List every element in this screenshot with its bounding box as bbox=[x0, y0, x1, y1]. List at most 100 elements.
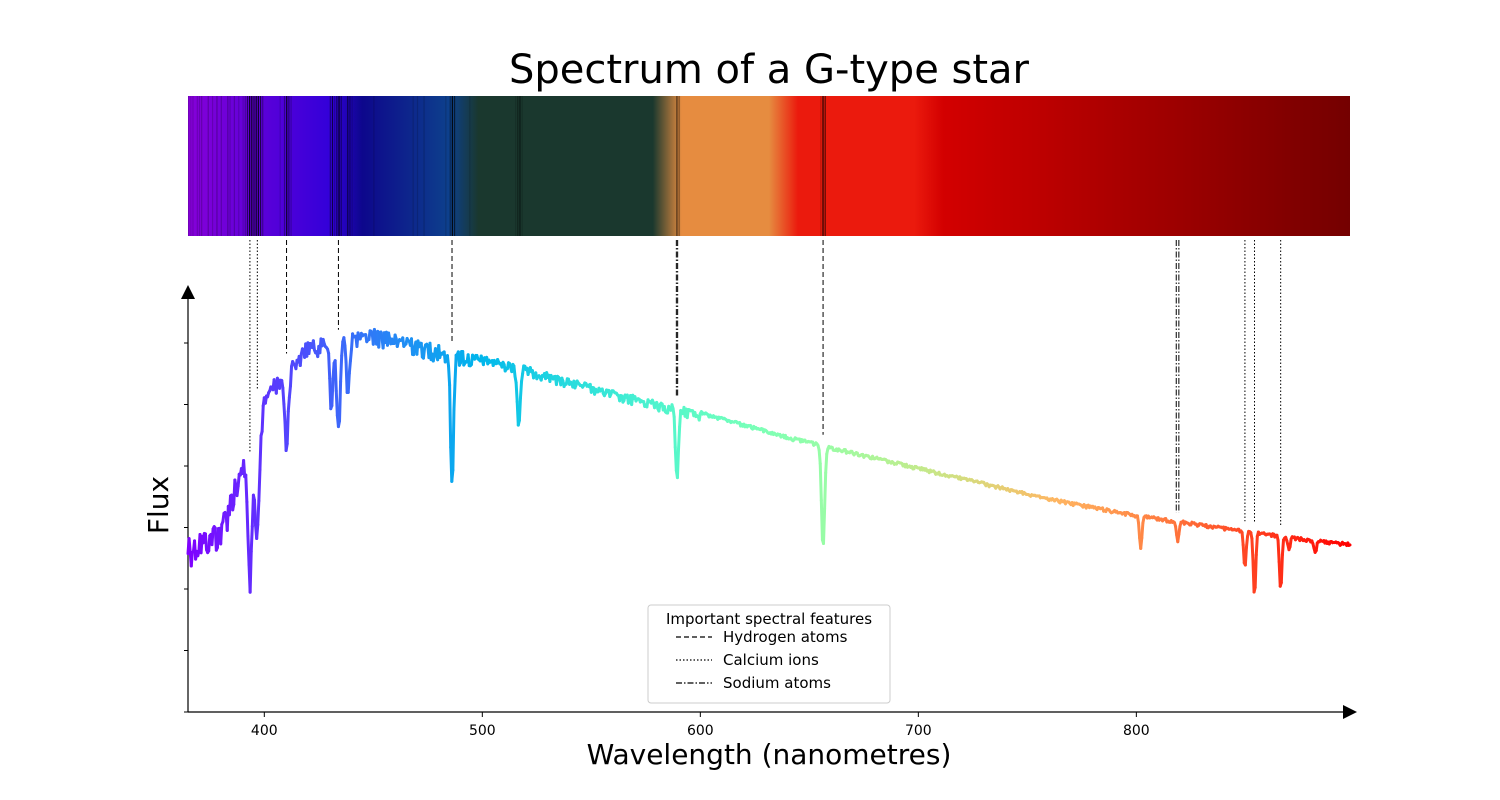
flux-segment bbox=[1280, 538, 1286, 557]
flux-segment bbox=[518, 379, 524, 400]
x-tick-label: 800 bbox=[1123, 723, 1150, 739]
flux-segment bbox=[298, 352, 303, 368]
flux-segment bbox=[288, 364, 294, 388]
flux-segment bbox=[333, 359, 338, 393]
band-absorption-stripe bbox=[227, 96, 229, 236]
flux-segment bbox=[346, 371, 351, 394]
band-absorption-stripe bbox=[820, 96, 822, 236]
axes bbox=[181, 285, 1357, 719]
band-absorption-stripe bbox=[192, 96, 194, 236]
flux-segment bbox=[260, 404, 265, 433]
flux-segment bbox=[512, 364, 517, 378]
y-axis-label: Flux bbox=[142, 476, 175, 534]
band-absorption-stripe bbox=[249, 96, 251, 236]
band-absorption-stripe bbox=[338, 96, 340, 236]
band-absorption-stripe bbox=[329, 96, 331, 236]
band-absorption-stripe bbox=[198, 96, 201, 236]
legend-label-calcium: Calcium ions bbox=[723, 651, 819, 669]
flux-segment bbox=[215, 526, 221, 550]
flux-segment bbox=[824, 452, 829, 475]
flux-segment bbox=[227, 494, 233, 517]
band-absorption-stripe bbox=[340, 96, 342, 236]
flux-segment bbox=[334, 389, 339, 417]
flux-segment bbox=[1241, 543, 1246, 565]
flux-segment bbox=[255, 523, 260, 541]
band-absorption-stripe bbox=[331, 96, 334, 236]
flux-segment bbox=[252, 498, 258, 527]
flux-segment bbox=[258, 434, 263, 472]
flux-segment bbox=[339, 354, 344, 384]
band-absorption-stripe bbox=[469, 96, 471, 236]
band-absorption-stripe bbox=[238, 96, 240, 236]
flux-segment bbox=[245, 500, 250, 538]
flux-segment bbox=[257, 468, 262, 503]
band-absorption-stripe bbox=[190, 96, 192, 236]
band-absorption-stripe bbox=[244, 96, 246, 236]
flux-segment bbox=[517, 396, 522, 422]
band-absorption-stripe bbox=[233, 96, 235, 236]
band-absorption-stripe bbox=[336, 96, 338, 236]
flux-segment bbox=[419, 341, 424, 359]
flux-segment bbox=[818, 462, 823, 502]
band-absorption-stripe bbox=[220, 96, 222, 236]
flux-segment bbox=[675, 447, 681, 480]
x-tick-label: 400 bbox=[251, 723, 278, 739]
band-absorption-stripe bbox=[257, 96, 259, 236]
band-absorption-stripe bbox=[349, 96, 351, 236]
flux-segment bbox=[817, 448, 822, 466]
band-absorption-stripe bbox=[253, 96, 255, 236]
flux-segment bbox=[421, 346, 427, 360]
flux-segment bbox=[210, 527, 215, 547]
band-absorption-stripe bbox=[676, 96, 678, 236]
flux-segment bbox=[347, 359, 352, 375]
flux-segment bbox=[344, 360, 349, 394]
y-ticks bbox=[184, 342, 188, 713]
flux-segment bbox=[673, 445, 678, 473]
band-absorption-stripe bbox=[255, 96, 257, 236]
band-absorption-stripe bbox=[286, 96, 288, 236]
band-absorption-stripe bbox=[451, 96, 453, 236]
flux-segment bbox=[377, 330, 382, 349]
spectrum-band-gradient bbox=[188, 96, 1350, 236]
flux-segment bbox=[822, 507, 827, 545]
band-absorption-stripe bbox=[521, 96, 523, 236]
flux-segment bbox=[448, 383, 453, 449]
flux-segment bbox=[244, 473, 249, 504]
legend-label-hydrogen: Hydrogen atoms bbox=[723, 628, 848, 646]
flux-segment bbox=[1140, 521, 1145, 540]
flux-segment bbox=[1250, 537, 1255, 563]
band-absorption-stripe bbox=[196, 96, 198, 236]
flux-segment bbox=[453, 353, 458, 383]
flux-segment bbox=[242, 459, 247, 479]
band-absorption-stripe bbox=[678, 96, 680, 236]
band-absorption-stripe bbox=[453, 96, 456, 236]
band-absorption-stripe bbox=[242, 96, 244, 236]
flux-segment bbox=[819, 498, 824, 542]
band-absorption-stripe bbox=[515, 96, 517, 236]
band-absorption-stripe bbox=[351, 96, 353, 236]
band-absorption-stripe bbox=[288, 96, 290, 236]
band-absorption-stripe bbox=[334, 96, 336, 236]
flux-segment bbox=[282, 402, 287, 424]
band-absorption-stripe bbox=[373, 96, 375, 236]
flux-segment bbox=[311, 339, 316, 352]
band-absorption-stripe bbox=[290, 96, 292, 236]
flux-segment bbox=[236, 472, 241, 488]
flux-segment bbox=[823, 471, 828, 511]
flux-segment bbox=[678, 409, 683, 429]
flux-segment bbox=[246, 534, 251, 567]
band-absorption-stripe bbox=[259, 96, 262, 236]
band-absorption-stripe bbox=[445, 96, 447, 236]
feature-markers bbox=[249, 240, 1282, 526]
band-absorption-stripe bbox=[416, 96, 419, 236]
flux-segment bbox=[187, 537, 192, 554]
x-ticks: 400 500 600 700 800 bbox=[251, 712, 1150, 739]
flux-segment bbox=[1243, 545, 1248, 567]
band-absorption-stripe bbox=[207, 96, 209, 236]
legend-box bbox=[647, 604, 891, 704]
x-tick-label: 500 bbox=[469, 723, 496, 739]
flux-segment bbox=[1276, 538, 1281, 564]
x-tick-label: 700 bbox=[905, 723, 932, 739]
flux-segment bbox=[256, 499, 261, 527]
